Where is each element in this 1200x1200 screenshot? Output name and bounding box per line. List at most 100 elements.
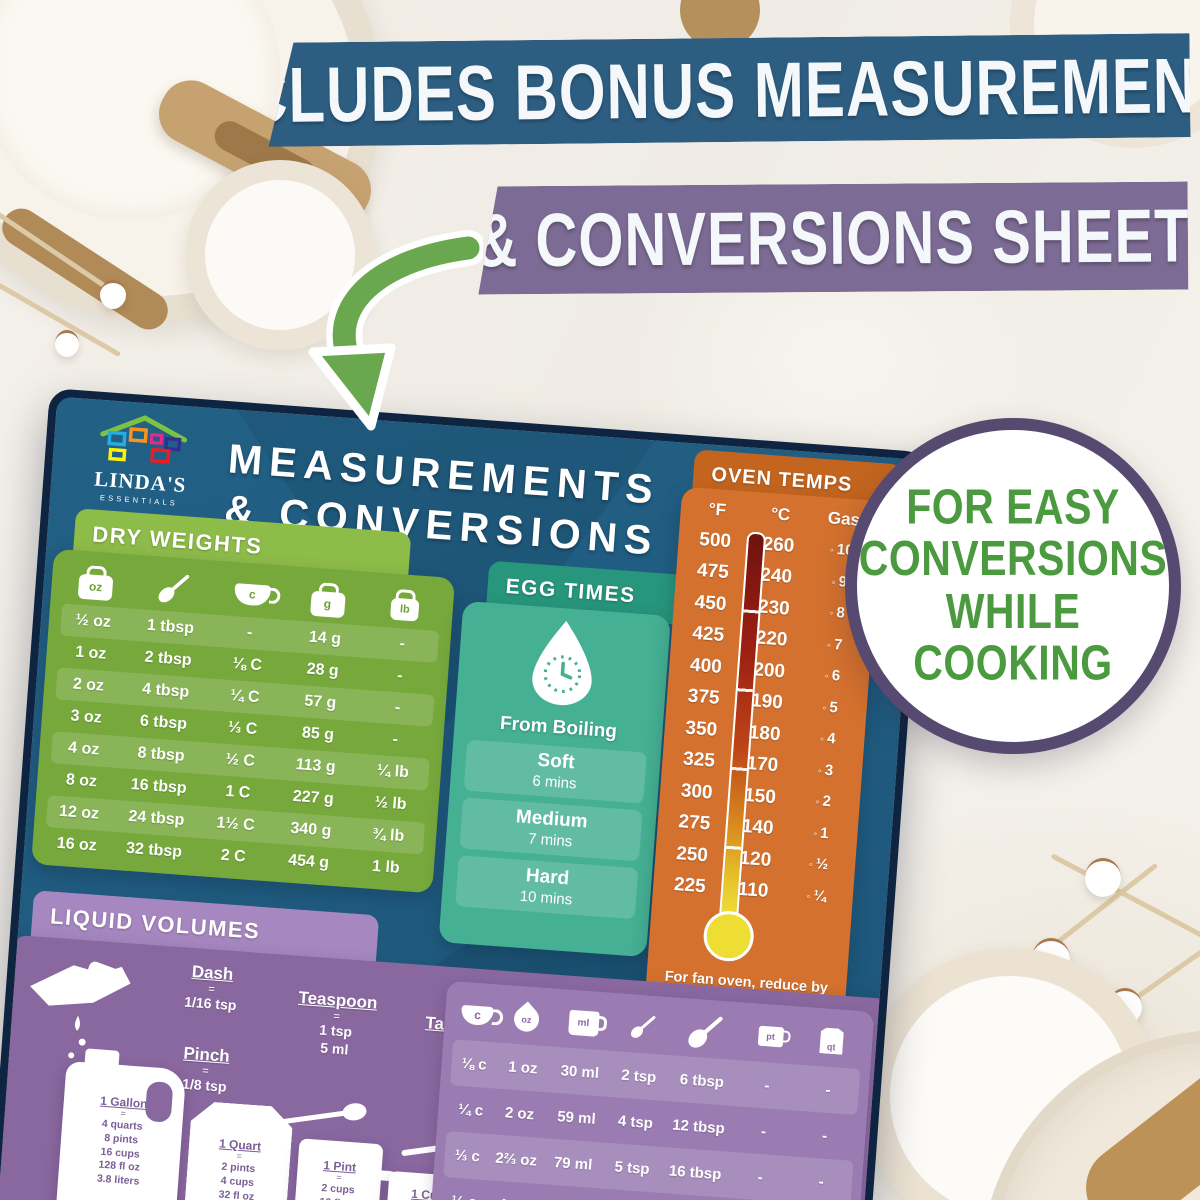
table-cell: 2 tbsp xyxy=(143,648,193,670)
table-cell: ⅛ c xyxy=(460,1054,488,1074)
headline-text: INCLUDES BONUS MEASUREMENTS xyxy=(181,40,1200,140)
table-cell: ¼ lb xyxy=(376,761,410,782)
table-cell: 32 tbsp xyxy=(125,839,183,861)
headline-banner: INCLUDES BONUS MEASUREMENTS xyxy=(267,33,1190,147)
dry-weights-header: oz c g lb xyxy=(62,558,442,632)
egg-times-card: From Boiling Soft 6 mins Medium 7 mins H… xyxy=(438,600,671,958)
table-cell: 4 xyxy=(799,728,857,749)
table-cell: 85 g xyxy=(301,724,335,744)
table-cell: 375 xyxy=(687,685,721,710)
pint-icon: pt xyxy=(757,1025,784,1048)
table-cell: 275 xyxy=(677,811,711,835)
table-cell: ¼ C xyxy=(229,687,261,707)
table-cell: 1 xyxy=(792,822,850,843)
egg-time-item: Medium 7 mins xyxy=(459,797,643,862)
dry-weights-card: oz c g lb xyxy=(31,548,456,894)
quart-icon: qt xyxy=(819,1027,844,1055)
table-cell: 5 tsp xyxy=(614,1157,651,1178)
brand-logo: LINDA'S ESSENTIALS xyxy=(84,409,200,509)
table-cell: - xyxy=(757,1168,764,1186)
subheadline-text: & CONVERSIONS SHEET xyxy=(475,193,1191,283)
table-cell: 28 g xyxy=(306,660,340,680)
table-cell: 1½ C xyxy=(215,814,256,835)
house-logo-icon xyxy=(100,415,188,464)
table-cell: ½ oz xyxy=(74,611,112,632)
teaspoon-icon xyxy=(280,1100,382,1137)
celsius-column-header: °C xyxy=(770,504,791,525)
grams-column-header: g xyxy=(285,580,370,619)
benefit-badge: FOR EASY CONVERSIONS WHILE COOKING xyxy=(845,418,1181,754)
liquid-volumes-title: LIQUID VOLUMES xyxy=(49,903,262,944)
table-cell: 6 tbsp xyxy=(139,712,188,733)
table-cell: 225 xyxy=(673,874,707,898)
tablespoon-icon xyxy=(688,1016,723,1048)
table-cell: 79 ml xyxy=(553,1153,593,1174)
table-cell: ¼ xyxy=(787,885,845,906)
table-cell: 16 tbsp xyxy=(668,1161,722,1183)
measuring-cup-icon: ml xyxy=(567,1009,600,1037)
spoon-icon xyxy=(158,574,189,603)
egg-timer-icon xyxy=(532,620,592,706)
table-cell: 4 tsp xyxy=(617,1112,654,1132)
weight-bag-icon: oz xyxy=(77,573,114,601)
subheadline-banner: & CONVERSIONS SHEET xyxy=(478,182,1189,295)
pint-column-header: pt xyxy=(739,1024,801,1048)
table-cell: 1 lb xyxy=(371,857,401,877)
benefit-badge-text: FOR EASY CONVERSIONS WHILE COOKING xyxy=(859,479,1168,691)
curved-arrow-icon xyxy=(283,230,486,435)
table-cell: 8 tbsp xyxy=(136,744,186,765)
table-cell: 340 g xyxy=(289,819,332,840)
table-cell: 3 xyxy=(796,760,854,781)
weight-bag-icon: lb xyxy=(390,597,420,622)
tbsp-column-header xyxy=(126,564,220,613)
table-cell: 6 xyxy=(803,665,861,686)
table-cell: 30 ml xyxy=(560,1061,600,1082)
cup-icon: c xyxy=(233,582,272,607)
table-cell: 2 tsp xyxy=(620,1066,657,1086)
table-cell: 1 oz xyxy=(507,1057,539,1078)
pint-values: 2 cups16 fl oz xyxy=(295,1180,381,1200)
table-cell: - xyxy=(396,667,404,685)
egg-time-item: Soft 6 mins xyxy=(463,739,647,804)
table-cell: 6 tbsp xyxy=(679,1070,725,1091)
table-cell: ½ xyxy=(790,854,848,875)
table-cell: 1 oz xyxy=(74,643,107,663)
ml-column-header: ml xyxy=(552,1008,615,1037)
table-cell: - xyxy=(818,1172,825,1191)
drop-icon: oz xyxy=(508,1000,545,1037)
egg-times-title: EGG TIMES xyxy=(504,574,637,608)
badge-line4: COOKING xyxy=(913,635,1113,691)
table-cell: 250 xyxy=(675,842,709,867)
table-cell: 24 tbsp xyxy=(127,807,185,829)
table-cell: 16 oz xyxy=(56,834,98,855)
table-cell: 1 C xyxy=(224,782,251,802)
fahrenheit-column-header: °F xyxy=(708,499,727,520)
table-cell: 227 g xyxy=(292,787,335,808)
table-cell: 500 xyxy=(698,528,732,553)
table-cell: 57 g xyxy=(303,692,337,712)
table-cell: ½ c xyxy=(441,1191,487,1200)
table-cell: 2⅔ oz xyxy=(494,1149,538,1170)
dash-measure: Dash = 1/16 tsp xyxy=(155,959,268,1017)
pounds-column-header: lb xyxy=(368,588,442,623)
table-cell: - xyxy=(760,1122,767,1140)
table-cell: - xyxy=(246,624,253,642)
table-cell: - xyxy=(763,1076,771,1095)
table-cell: 4 tbsp xyxy=(141,680,190,701)
table-cell: 5 xyxy=(801,697,859,718)
badge-line3: WHILE xyxy=(945,583,1081,639)
table-cell: 1 tbsp xyxy=(146,616,195,638)
ounce-column-header: oz xyxy=(499,1000,554,1037)
marshmallow-prop xyxy=(100,280,126,309)
conversion-sheet: LINDA'S ESSENTIALS MEASUREMENTS & CONVER… xyxy=(0,388,928,1200)
table-cell: 4 oz xyxy=(486,1195,540,1200)
thermometer-bulb-icon xyxy=(701,909,756,963)
liquid-conversion-table: c oz ml xyxy=(421,980,875,1200)
table-cell: 350 xyxy=(684,717,718,741)
pouring-hand-icon xyxy=(30,961,131,1071)
pint-mug: 1 Pint = 2 cups16 fl oz xyxy=(289,1138,384,1200)
badge-line1: FOR EASY xyxy=(906,479,1120,535)
table-cell: 2 C xyxy=(220,846,247,866)
cup-column-header: c xyxy=(218,581,287,607)
